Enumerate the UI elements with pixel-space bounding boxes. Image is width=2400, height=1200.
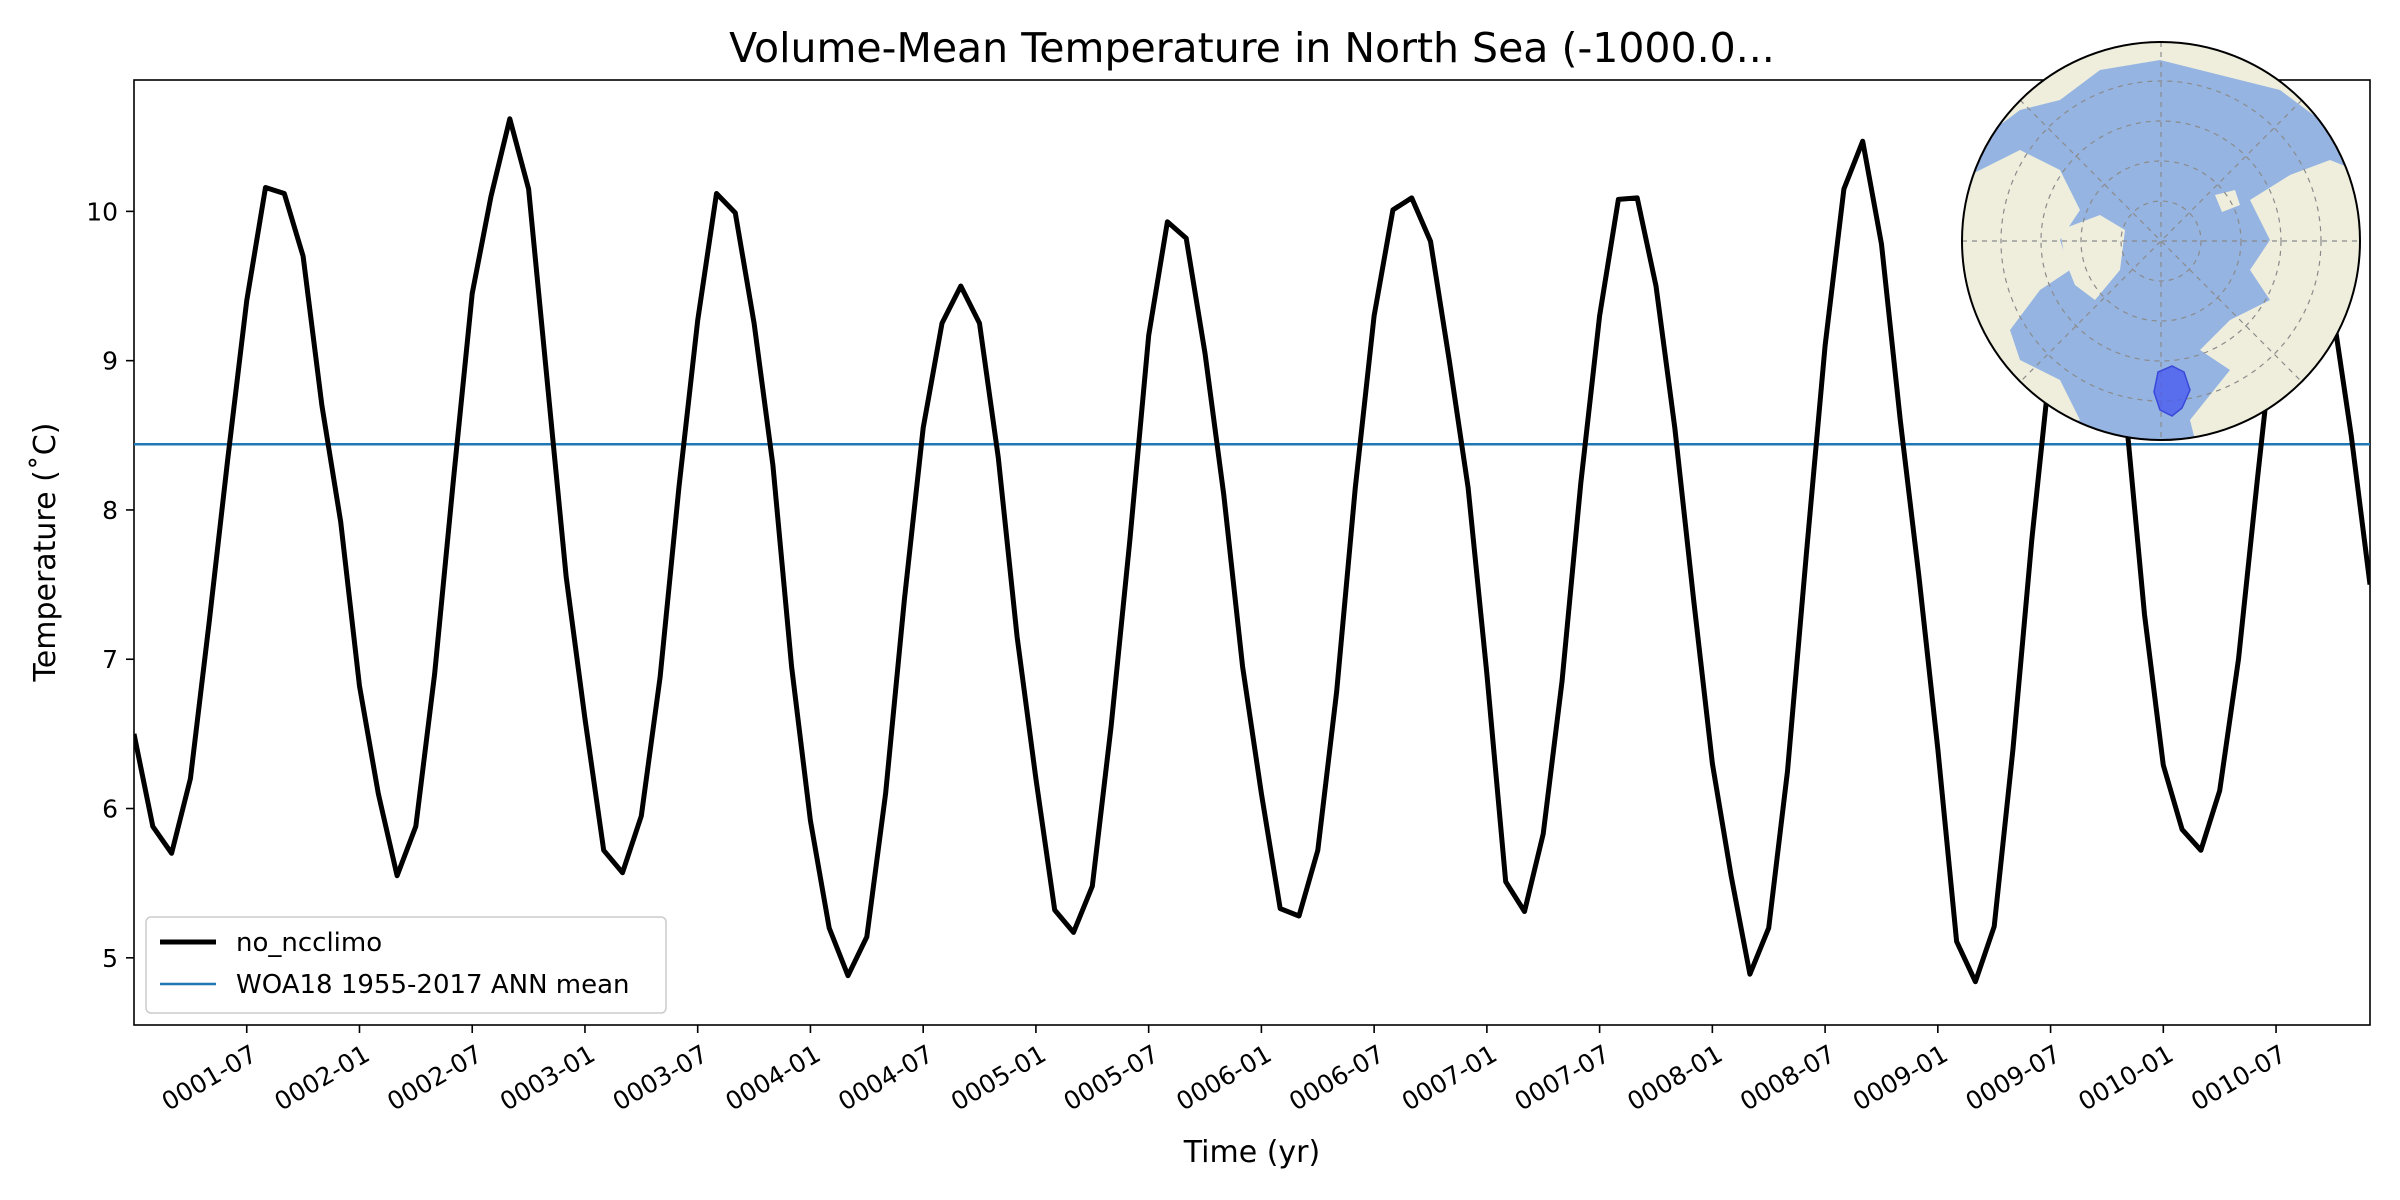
x-tick-label: 0007-01 <box>1397 1039 1502 1116</box>
x-tick-label: 0009-07 <box>1961 1039 2066 1116</box>
legend-label-woa18: WOA18 1955-2017 ANN mean <box>236 970 630 1000</box>
x-tick-label: 0010-07 <box>2186 1039 2291 1116</box>
map-graticule-ring-1 <box>2120 200 2202 282</box>
map-border <box>1961 41 2361 441</box>
y-axis-label: Temperature (˚C) <box>28 423 63 683</box>
x-tick-label: 0005-01 <box>946 1039 1051 1116</box>
x-axis-ticks: 0001-07 0002-01 0002-07 0003-01 0003-07 0004-… <box>157 1025 2291 1116</box>
x-tick-label: 0008-01 <box>1622 1039 1727 1116</box>
chart-title: Volume-Mean Temperature in North Sea (-1… <box>729 24 1775 72</box>
y-tick-label: 5 <box>102 944 118 973</box>
x-tick-label: 0002-07 <box>382 1039 487 1116</box>
y-tick-label: 8 <box>102 496 118 525</box>
x-tick-label: 0004-01 <box>720 1039 825 1116</box>
x-tick-label: 0003-01 <box>495 1039 600 1116</box>
x-tick-label: 0003-07 <box>608 1039 713 1116</box>
map-graticule-meridian-3 <box>2019 99 2303 383</box>
x-tick-label: 0009-01 <box>1848 1039 1953 1116</box>
map-land-greenland <box>2060 215 2125 300</box>
y-tick-label: 6 <box>102 795 118 824</box>
map-graticule-ring-2 <box>2080 160 2242 322</box>
map-land-svalbard <box>2215 190 2240 212</box>
x-tick-label: 0005-07 <box>1059 1039 1164 1116</box>
y-tick-label: 9 <box>102 347 118 376</box>
map-land-arctic-islands <box>2005 205 2045 240</box>
x-tick-label: 0007-07 <box>1510 1039 1615 1116</box>
x-axis-label: Time (yr) <box>1183 1135 1320 1170</box>
x-tick-label: 0006-07 <box>1284 1039 1389 1116</box>
series-no-ncclimo-line <box>134 116 2370 985</box>
y-axis-ticks: 5 6 7 8 9 10 <box>86 197 134 973</box>
map-graticule-ring-3 <box>2040 120 2282 362</box>
legend-label-no-ncclimo: no_ncclimo <box>236 928 382 958</box>
map-graticule-meridian-4 <box>2019 99 2303 383</box>
y-tick-label: 7 <box>102 645 118 674</box>
map-region-north-sea <box>2153 365 2191 417</box>
x-tick-label: 0001-07 <box>157 1039 262 1116</box>
x-tick-label: 0010-01 <box>2073 1039 2178 1116</box>
legend-box <box>145 916 667 1014</box>
x-tick-label: 0008-07 <box>1735 1039 1840 1116</box>
x-tick-label: 0002-01 <box>270 1039 375 1116</box>
x-tick-label: 0006-01 <box>1171 1039 1276 1116</box>
x-tick-label: 0004-07 <box>833 1039 938 1116</box>
legend: no_ncclimo WOA18 1955-2017 ANN mean <box>145 916 667 1014</box>
y-tick-label: 10 <box>86 197 118 226</box>
